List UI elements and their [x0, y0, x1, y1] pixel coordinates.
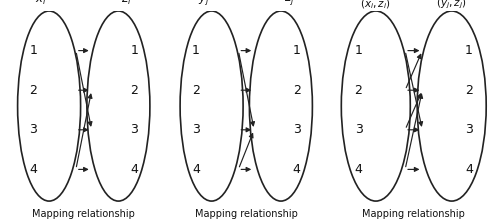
Text: 3: 3	[465, 123, 473, 136]
Text: 2: 2	[192, 84, 200, 97]
Text: 2: 2	[465, 84, 473, 97]
Text: 1: 1	[354, 44, 362, 57]
Text: 4: 4	[130, 163, 138, 176]
Text: 4: 4	[30, 163, 38, 176]
Text: $z_j$: $z_j$	[284, 0, 294, 7]
Text: 4: 4	[292, 163, 300, 176]
Text: 2: 2	[354, 84, 362, 97]
Text: 3: 3	[292, 123, 300, 136]
Text: 2: 2	[130, 84, 138, 97]
Text: 3: 3	[354, 123, 362, 136]
Text: 1: 1	[465, 44, 473, 57]
Text: 1: 1	[292, 44, 300, 57]
Text: 4: 4	[192, 163, 200, 176]
Text: Mapping relationship: Mapping relationship	[32, 209, 135, 219]
Text: Mapping relationship: Mapping relationship	[195, 209, 298, 219]
Text: 4: 4	[465, 163, 473, 176]
Text: 3: 3	[192, 123, 200, 136]
Text: 2: 2	[30, 84, 38, 97]
Text: 1: 1	[130, 44, 138, 57]
Text: 3: 3	[130, 123, 138, 136]
Text: $y_j$: $y_j$	[198, 0, 209, 7]
Text: $(x_i,z_i)$: $(x_i,z_i)$	[360, 0, 391, 11]
Text: $x_i$: $x_i$	[36, 0, 47, 7]
Text: 1: 1	[30, 44, 38, 57]
Text: $z_i$: $z_i$	[121, 0, 132, 7]
Text: 3: 3	[30, 123, 38, 136]
Text: Mapping relationship: Mapping relationship	[362, 209, 465, 219]
Text: 4: 4	[354, 163, 362, 176]
Text: $(y_j,z_j)$: $(y_j,z_j)$	[436, 0, 467, 11]
Text: 1: 1	[192, 44, 200, 57]
Text: 2: 2	[292, 84, 300, 97]
